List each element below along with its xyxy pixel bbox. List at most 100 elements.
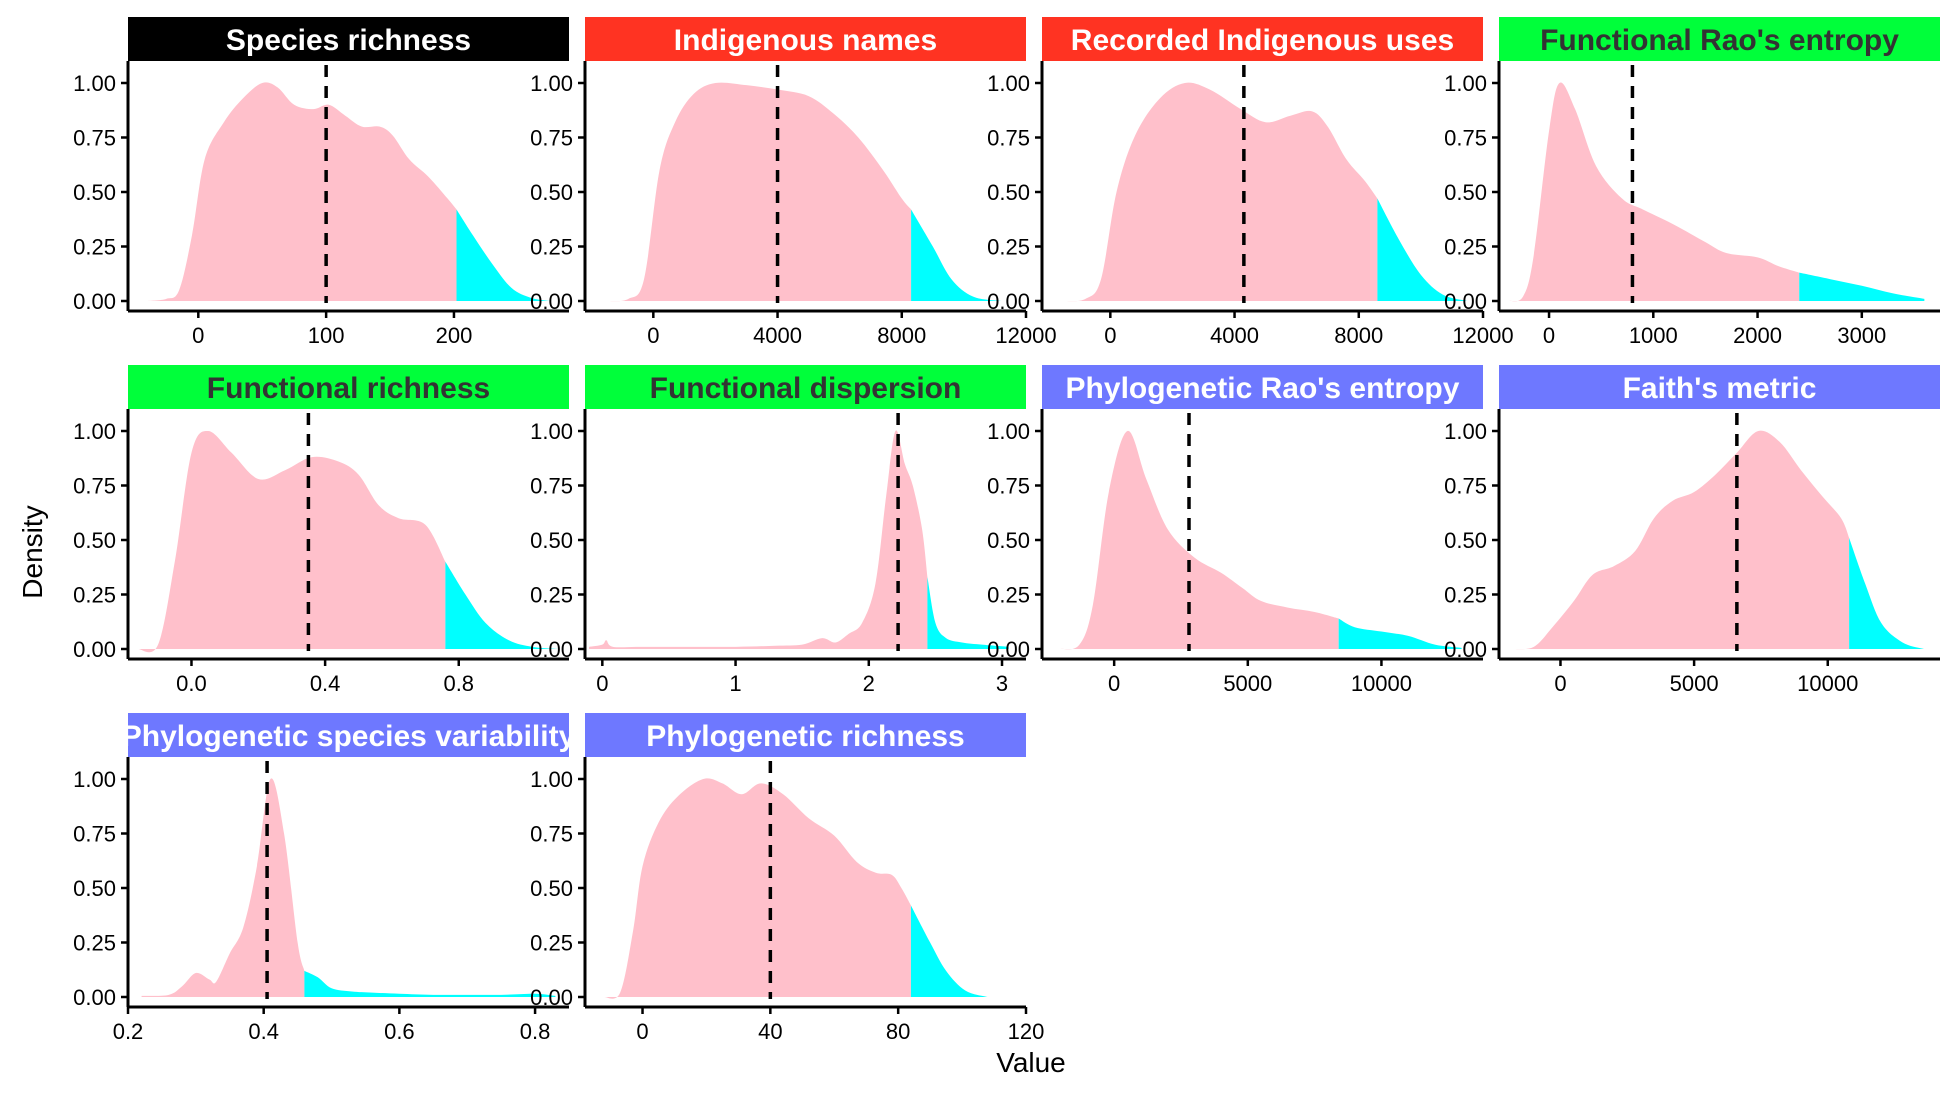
strip-background <box>1042 17 1483 61</box>
x-tick-label: 0 <box>647 323 659 348</box>
strip-background <box>128 713 569 757</box>
y-tick-label: 0.00 <box>73 289 116 314</box>
panel-recorded-indigenous-uses: Recorded Indigenous uses 0.00 0.25 0.50 0.75… <box>987 17 1514 348</box>
panel-species-richness: Species richness 0.00 0.25 0.50 0.75 1.00 0 100… <box>73 17 569 348</box>
x-tick-label: 0.2 <box>113 1019 144 1044</box>
y-tick-label: 0.50 <box>530 528 573 553</box>
y-tick-label: 0.25 <box>987 235 1030 260</box>
x-tick-label: 4000 <box>753 323 802 348</box>
density-area-upper-tail <box>304 970 556 997</box>
y-tick-label: 0.25 <box>987 583 1030 608</box>
x-tick-label: 0.6 <box>384 1019 415 1044</box>
strip-background <box>128 17 569 61</box>
y-tick-label: 0.25 <box>73 235 116 260</box>
density-area-main <box>138 431 447 653</box>
strip-title: Functional richness <box>207 372 490 405</box>
y-tick-label: 0.50 <box>987 528 1030 553</box>
x-tick-label: 0 <box>1108 671 1120 696</box>
y-tick-label: 0.00 <box>1444 637 1487 662</box>
y-tick-label: 0.75 <box>73 126 116 151</box>
y-tick-label: 0.75 <box>987 126 1030 151</box>
y-tick-label: 0.25 <box>73 583 116 608</box>
y-axis-title: Density <box>17 505 48 598</box>
panel-faith-s-metric: Faith's metric 0.00 0.25 0.50 0.75 1.00 0 5000 1… <box>1444 365 1940 696</box>
y-tick-label: 1.00 <box>73 71 116 96</box>
x-tick-label: 0 <box>596 671 608 696</box>
strip-title: Phylogenetic Rao's entropy <box>1066 372 1460 405</box>
y-tick-label: 0.75 <box>987 474 1030 499</box>
y-tick-label: 0.50 <box>73 528 116 553</box>
x-tick-label: 120 <box>1008 1019 1045 1044</box>
y-tick-label: 0.75 <box>530 126 573 151</box>
density-area-upper-tail <box>1849 537 1924 649</box>
y-tick-label: 0.00 <box>73 985 116 1010</box>
y-tick-label: 1.00 <box>530 767 573 792</box>
x-tick-label: 3 <box>996 671 1008 696</box>
x-tick-label: 8000 <box>1334 323 1383 348</box>
strip-title: Phylogenetic richness <box>646 720 964 753</box>
density-area-main <box>1509 82 1801 302</box>
strip-background <box>585 17 1026 61</box>
density-area-main <box>1512 430 1850 650</box>
y-tick-label: 0.75 <box>1444 474 1487 499</box>
y-tick-label: 0.50 <box>530 180 573 205</box>
x-tick-label: 0.4 <box>310 671 341 696</box>
x-axis-title: Value <box>996 1047 1066 1078</box>
x-tick-label: 12000 <box>995 323 1056 348</box>
x-tick-label: 0.0 <box>176 671 207 696</box>
y-tick-label: 0.50 <box>1444 180 1487 205</box>
x-tick-label: 1 <box>729 671 741 696</box>
y-tick-label: 0.00 <box>530 289 573 314</box>
strip-background <box>1499 17 1940 61</box>
panel-functional-dispersion: Functional dispersion 0.00 0.25 0.50 0.75 1.0… <box>530 365 1026 696</box>
strip-title: Functional dispersion <box>650 372 962 405</box>
strip-title: Functional Rao's entropy <box>1540 24 1899 57</box>
y-tick-label: 1.00 <box>1444 71 1487 96</box>
x-tick-label: 4000 <box>1210 323 1259 348</box>
panel-phylogenetic-rao-s-entropy: Phylogenetic Rao's entropy 0.00 0.25 0.50 0.… <box>987 365 1483 696</box>
strip-title: Indigenous names <box>674 24 937 57</box>
x-tick-label: 1000 <box>1629 323 1678 348</box>
x-tick-label: 0 <box>1543 323 1555 348</box>
strip-background <box>1499 365 1940 409</box>
y-tick-label: 0.25 <box>73 931 116 956</box>
x-tick-label: 0 <box>1104 323 1116 348</box>
strip-title: Faith's metric <box>1623 372 1817 405</box>
x-tick-label: 5000 <box>1670 671 1719 696</box>
strip-title: Species richness <box>226 24 471 57</box>
y-tick-label: 0.50 <box>73 180 116 205</box>
density-area-main <box>147 82 458 301</box>
density-area-main <box>604 778 912 999</box>
x-tick-label: 0 <box>192 323 204 348</box>
density-area-upper-tail <box>911 209 1002 301</box>
x-tick-label: 0.8 <box>443 671 474 696</box>
y-tick-label: 1.00 <box>987 71 1030 96</box>
y-tick-label: 0.25 <box>1444 235 1487 260</box>
panel-phylogenetic-species-variability: Phylogenetic species variability 0.00 0.25… <box>73 713 576 1044</box>
y-tick-label: 1.00 <box>530 71 573 96</box>
strip-title: Recorded Indigenous uses <box>1071 24 1454 57</box>
x-tick-label: 0.4 <box>248 1019 279 1044</box>
y-tick-label: 0.75 <box>73 822 116 847</box>
panel-indigenous-names: Indigenous names 0.00 0.25 0.50 0.75 1.00 0 400… <box>530 17 1057 348</box>
density-area-main <box>588 430 928 649</box>
density-area-main <box>606 82 912 302</box>
density-area-upper-tail <box>910 905 988 997</box>
y-tick-label: 0.00 <box>987 637 1030 662</box>
x-tick-label: 2 <box>863 671 875 696</box>
y-tick-label: 1.00 <box>73 767 116 792</box>
y-tick-label: 0.50 <box>1444 528 1487 553</box>
x-tick-label: 0.8 <box>520 1019 551 1044</box>
y-tick-label: 0.00 <box>530 637 573 662</box>
strip-background <box>585 713 1026 757</box>
y-tick-label: 0.25 <box>1444 583 1487 608</box>
strip-title: Phylogenetic species variability <box>122 720 576 753</box>
y-tick-label: 0.50 <box>73 876 116 901</box>
density-area-upper-tail <box>1799 272 1925 301</box>
x-tick-label: 12000 <box>1452 323 1513 348</box>
y-tick-label: 0.00 <box>1444 289 1487 314</box>
x-tick-label: 80 <box>886 1019 910 1044</box>
y-tick-label: 0.00 <box>987 289 1030 314</box>
strip-background <box>585 365 1026 409</box>
